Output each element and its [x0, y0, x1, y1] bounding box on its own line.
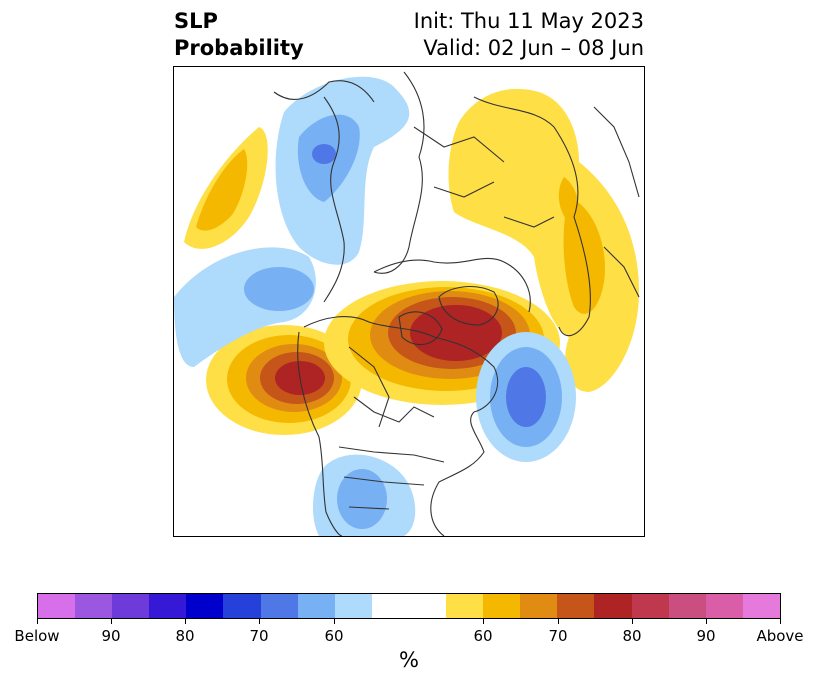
colorbar-tick-label: 70 [249, 627, 269, 645]
below-anomaly-atlantic [476, 332, 576, 462]
colorbar-segment [75, 594, 113, 618]
map-svg [174, 71, 640, 536]
colorbar-segment [483, 594, 521, 618]
colorbar-unit: % [399, 648, 419, 672]
colorbar-tick-label: 70 [548, 627, 568, 645]
colorbar-segment [668, 594, 706, 618]
colorbar-tick-label: 90 [101, 627, 121, 645]
above-anomaly-pacific [206, 325, 362, 435]
colorbar-segment [408, 594, 447, 618]
valid-dates: Valid: 02 Jun – 08 Jun [423, 36, 644, 60]
colorbar-tick-mark [334, 619, 335, 624]
colorbar-tick-label: 80 [622, 627, 642, 645]
colorbar-tick-mark [37, 619, 38, 624]
colorbar-segment [186, 594, 224, 618]
colorbar-tick-mark [706, 619, 707, 624]
colorbar-tick-mark [558, 619, 559, 624]
colorbar-tick-mark [111, 619, 112, 624]
colorbar-segment [371, 594, 409, 618]
colorbar-segment [557, 594, 595, 618]
above-anomaly-eurasia [448, 88, 639, 393]
colorbar-segment [297, 594, 335, 618]
below-anomaly-alaska [174, 247, 316, 367]
map-title: SLP Probability [174, 8, 304, 62]
colorbar-segment [149, 594, 187, 618]
colorbar-tick-label: 60 [324, 627, 344, 645]
below-anomaly-us [312, 454, 416, 536]
colorbar-tick-mark [632, 619, 633, 624]
above-anomaly-nw-pacific [184, 127, 268, 249]
product-label: Probability [174, 36, 304, 60]
colorbar-segment [446, 594, 484, 618]
colorbar-segment [223, 594, 261, 618]
probability-map [173, 66, 645, 537]
colorbar-segment [260, 594, 298, 618]
colorbar-segment [334, 594, 372, 618]
colorbar-tick-label: 60 [473, 627, 493, 645]
variable-label: SLP [174, 9, 218, 33]
colorbar-segment [594, 594, 632, 618]
colorbar [37, 593, 781, 619]
init-date: Init: Thu 11 May 2023 [413, 9, 644, 33]
colorbar-segment [631, 594, 669, 618]
colorbar-segment [38, 594, 76, 618]
colorbar-tick-label: Above [756, 627, 804, 645]
colorbar-tick-label: Below [14, 627, 60, 645]
colorbar-tick-mark [185, 619, 186, 624]
colorbar-tick-mark [483, 619, 484, 624]
colorbar-segment [705, 594, 743, 618]
colorbar-segment [112, 594, 150, 618]
colorbar-segment [520, 594, 558, 618]
colorbar-tick-mark [259, 619, 260, 624]
colorbar-tick-label: 80 [175, 627, 195, 645]
below-anomaly-asia [275, 76, 410, 265]
coastlines [273, 71, 640, 536]
colorbar-tick-label: 90 [696, 627, 716, 645]
colorbar-tick-mark [780, 619, 781, 624]
forecast-dates: Init: Thu 11 May 2023 Valid: 02 Jun – 08… [414, 8, 644, 62]
colorbar-segment [742, 594, 780, 618]
